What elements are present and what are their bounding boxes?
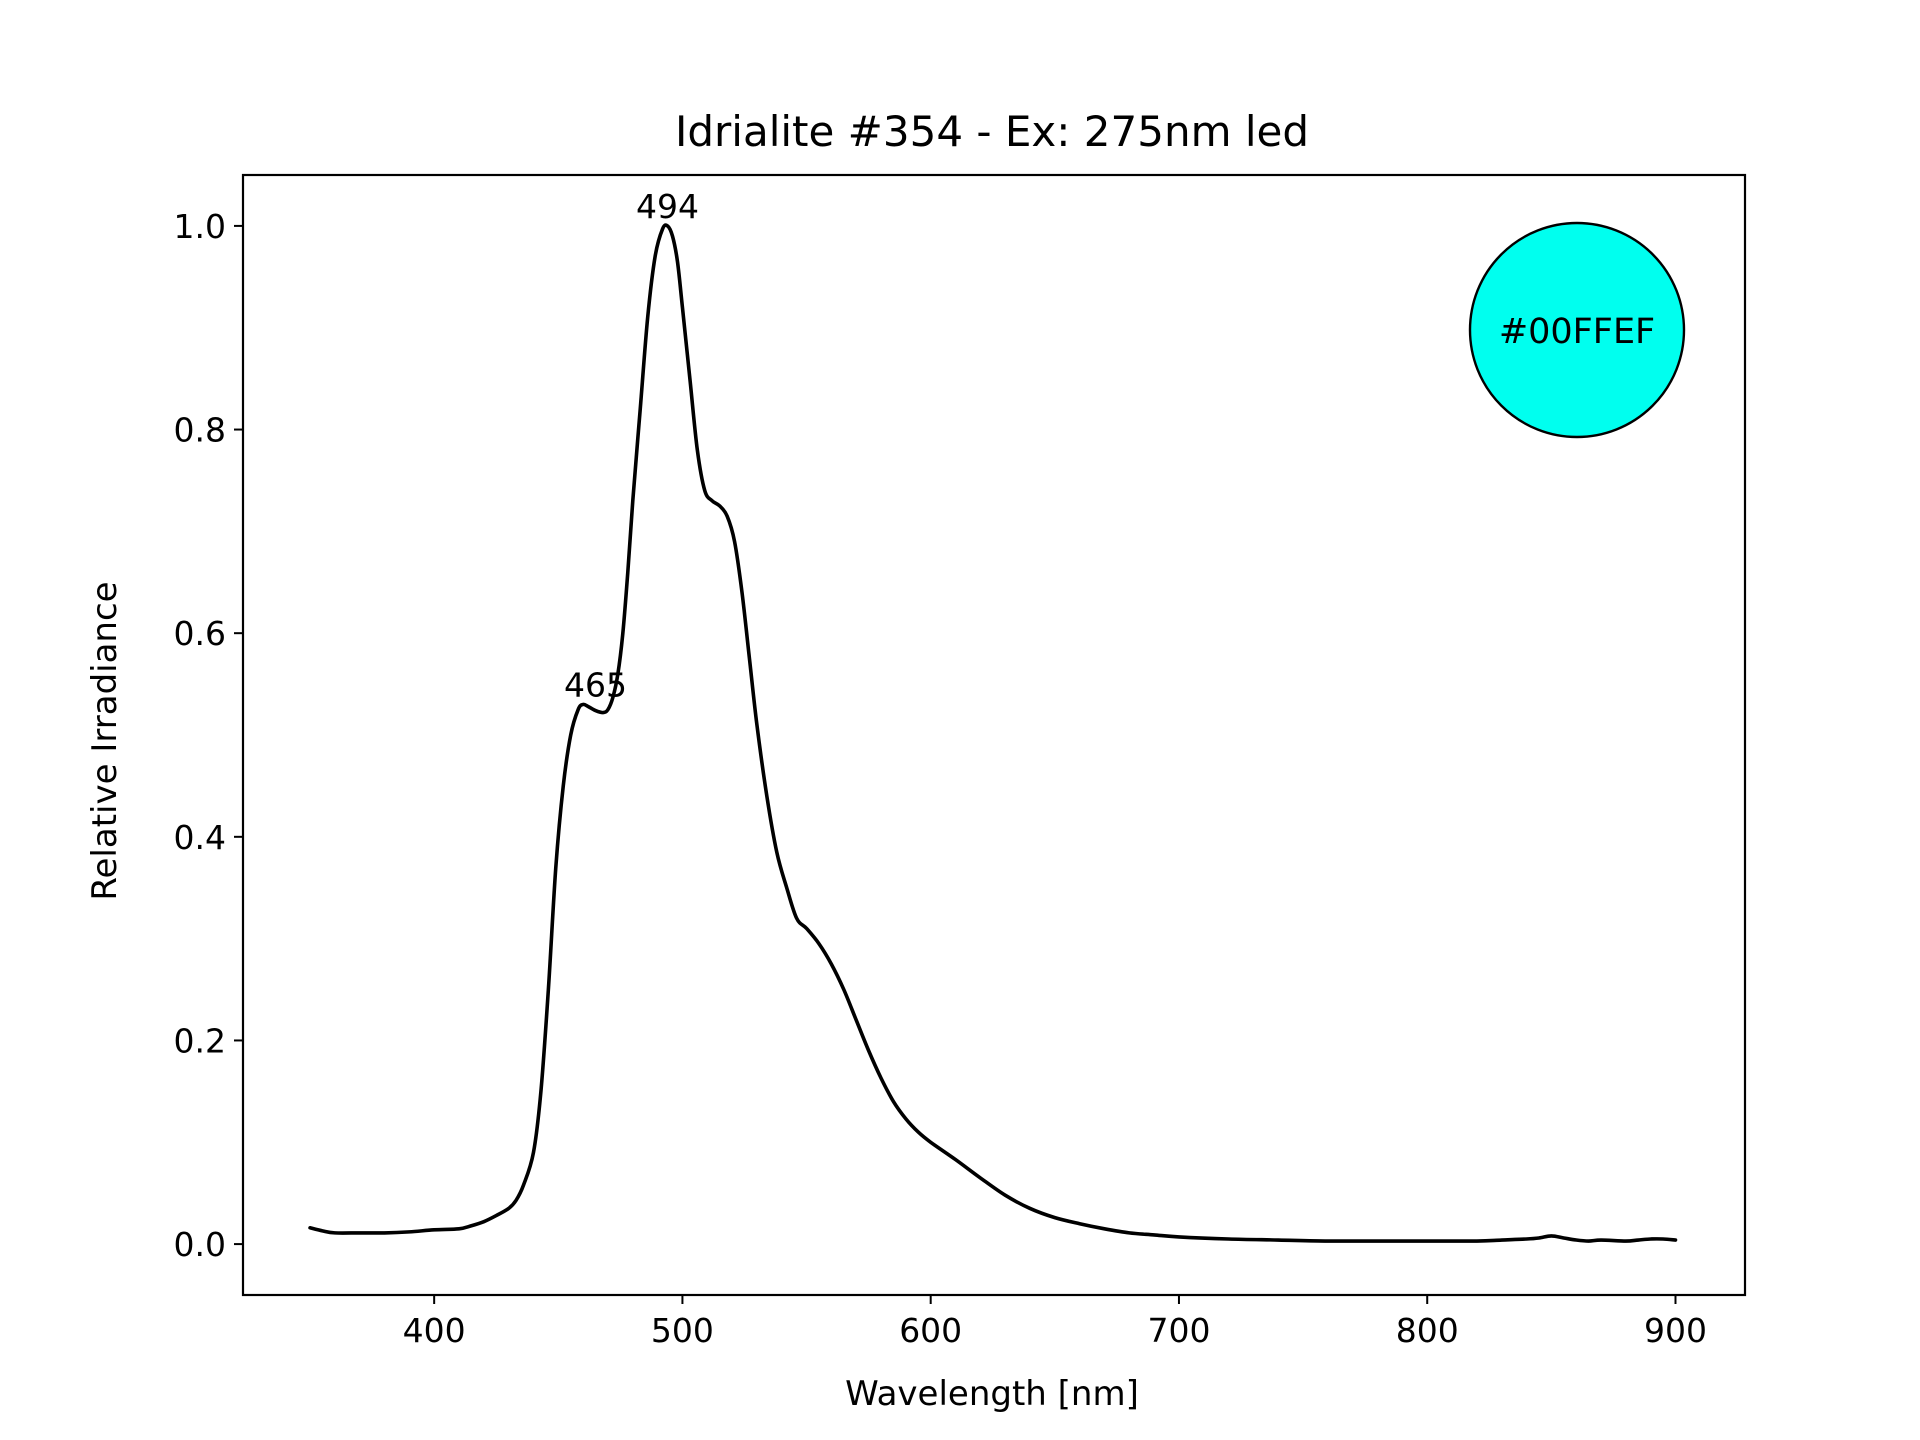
chart-title: Idrialite #354 - Ex: 275nm led [675, 107, 1309, 156]
color-swatch-label: #00FFEF [1499, 312, 1655, 352]
y-tick-label: 0.2 [174, 1021, 226, 1060]
spectrum-line [308, 223, 1678, 1243]
y-tick-label: 0.6 [174, 614, 226, 653]
x-tick-label: 700 [1147, 1311, 1210, 1350]
x-tick-label: 800 [1396, 1311, 1459, 1350]
y-tick-label: 0.0 [174, 1225, 226, 1264]
y-tick-label: 1.0 [174, 207, 226, 246]
x-axis-label: Wavelength [nm] [845, 1374, 1139, 1414]
y-axis: 0.0 0.2 0.4 0.6 0.8 1.0 [174, 207, 243, 1264]
plot-frame [241, 173, 1747, 1297]
x-tick-label: 900 [1644, 1311, 1707, 1350]
y-tick-label: 0.4 [174, 818, 226, 857]
color-swatch: #00FFEF [1468, 221, 1686, 439]
color-swatch-circle [1468, 221, 1686, 439]
x-axis: 400 500 600 700 800 900 [403, 1295, 1707, 1350]
x-tick-label: 500 [651, 1311, 714, 1350]
peak-label: 494 [636, 187, 699, 226]
x-tick-label: 400 [403, 1311, 466, 1350]
plot-area: 494 465 #00FFEF [241, 173, 1747, 1297]
x-tick-label: 600 [899, 1311, 962, 1350]
y-tick-label: 0.8 [174, 411, 226, 450]
peak-label: 465 [564, 665, 627, 704]
y-axis-label: Relative Irradiance [85, 581, 125, 900]
annotation-layer: 494 465 [564, 187, 699, 705]
series-layer [308, 223, 1678, 1243]
